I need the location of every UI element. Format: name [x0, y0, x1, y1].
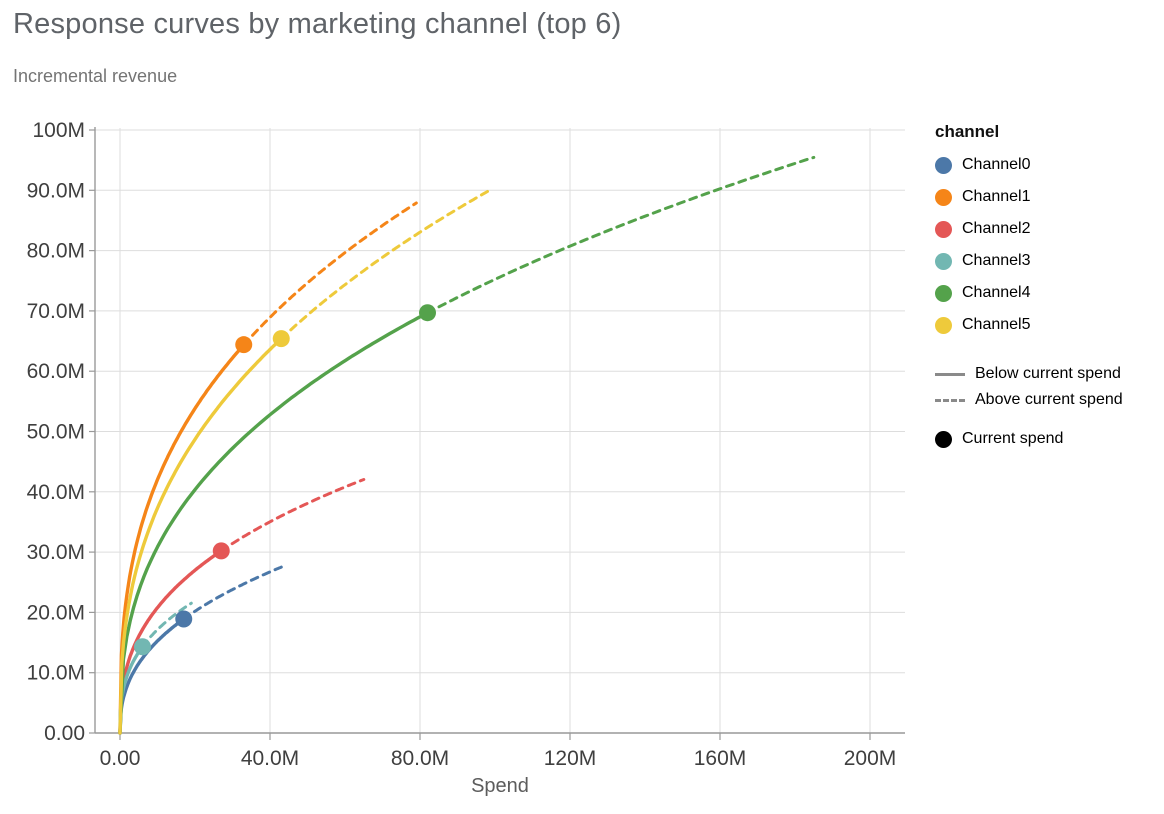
legend-channel-list: Channel0 Channel1 Channel2 Channel3 Channel4…: [935, 149, 1160, 341]
legend-swatch-Channel0-icon: [935, 156, 952, 174]
legend-item-label: Channel4: [962, 284, 1031, 301]
legend-swatch-Channel2-icon: [935, 220, 952, 238]
curve-dashed-Channel5: [279, 190, 489, 341]
legend-style-label: Above current spend: [975, 391, 1123, 408]
legend-point-label: Current spend: [962, 430, 1064, 447]
legend-item-label: Channel1: [962, 188, 1031, 205]
legend-item-label: Channel0: [962, 156, 1031, 173]
y-tick-label: 30.0M: [27, 541, 85, 564]
curve-dashed-Channel3: [141, 601, 193, 649]
y-tick-label: 70.0M: [27, 300, 85, 323]
x-tick-label: 200M: [844, 747, 897, 770]
legend-item-Channel0: Channel0: [935, 149, 1160, 181]
curve-dashed-Channel4: [426, 155, 816, 315]
current-spend-dot-Channel5: [272, 330, 290, 348]
x-tick-label: 120M: [544, 747, 597, 770]
y-tick-label: 80.0M: [27, 240, 85, 263]
legend-title: channel: [935, 122, 1000, 141]
current-spend-dot-Channel1: [235, 336, 253, 354]
legend-style-dashed: Above current spend: [935, 387, 1160, 413]
legend-linestyle-list: Below current spend Above current spend: [935, 361, 1160, 413]
y-tick-label: 90.0M: [27, 179, 85, 202]
legend-style-label: Below current spend: [975, 365, 1121, 382]
curve-dashed-Channel0: [182, 565, 283, 621]
page-title: Response curves by marketing channel (to…: [13, 8, 622, 40]
y-tick-label: 50.0M: [27, 421, 85, 444]
legend-item-label: Channel2: [962, 220, 1031, 237]
legend-item-Channel2: Channel2: [935, 213, 1160, 245]
y-tick-label: 60.0M: [27, 360, 85, 383]
y-axis-subtitle: Incremental revenue: [13, 66, 178, 86]
y-tick-label: 100M: [32, 119, 85, 142]
current-spend-dot-Channel4: [419, 304, 436, 322]
legend-swatch-Channel1-icon: [935, 188, 952, 206]
curve-solid-Channel2: [118, 549, 223, 735]
x-tick-label: 160M: [694, 747, 747, 770]
y-tick-label: 20.0M: [27, 601, 85, 624]
current-spend-dot-Channel0: [175, 610, 193, 628]
y-tick-label: 40.0M: [27, 481, 85, 504]
legend-item-Channel1: Channel1: [935, 181, 1160, 213]
solid-line-icon: [935, 372, 965, 376]
legend-swatch-Channel3-icon: [935, 252, 952, 270]
x-tick-label: 80.0M: [391, 747, 449, 770]
curve-dashed-Channel1: [242, 201, 418, 347]
dashed-line-icon: [935, 398, 965, 402]
legend-item-Channel4: Channel4: [935, 277, 1160, 309]
legend-item-Channel3: Channel3: [935, 245, 1160, 277]
legend-item-label: Channel5: [962, 316, 1031, 333]
legend-item-label: Channel3: [962, 252, 1031, 269]
legend-current-spend: Current spend: [935, 427, 1160, 451]
legend-style-solid: Below current spend: [935, 361, 1160, 387]
x-tick-label: 40.0M: [241, 747, 299, 770]
curve-solid-Channel4: [118, 311, 430, 735]
legend-swatch-Channel4-icon: [935, 284, 952, 302]
current-spend-dot-icon: [935, 430, 952, 448]
current-spend-dot-Channel2: [212, 542, 230, 560]
legend: channel Channel0 Channel1 Channel2 Channel3…: [935, 122, 1160, 451]
current-spend-dot-Channel3: [134, 638, 151, 656]
legend-item-Channel5: Channel5: [935, 309, 1160, 341]
y-tick-label: 0.00: [44, 722, 85, 745]
y-tick-label: 10.0M: [27, 662, 85, 685]
legend-point-row: Current spend: [935, 427, 1160, 451]
curve-solid-Channel1: [118, 343, 246, 735]
x-tick-label: 0.00: [100, 747, 141, 770]
curve-solid-Channel0: [118, 617, 186, 735]
curve-dashed-Channel2: [219, 478, 366, 553]
x-axis-title: Spend: [471, 775, 529, 797]
legend-swatch-Channel5-icon: [935, 316, 952, 334]
curve-solid-Channel5: [118, 337, 283, 735]
